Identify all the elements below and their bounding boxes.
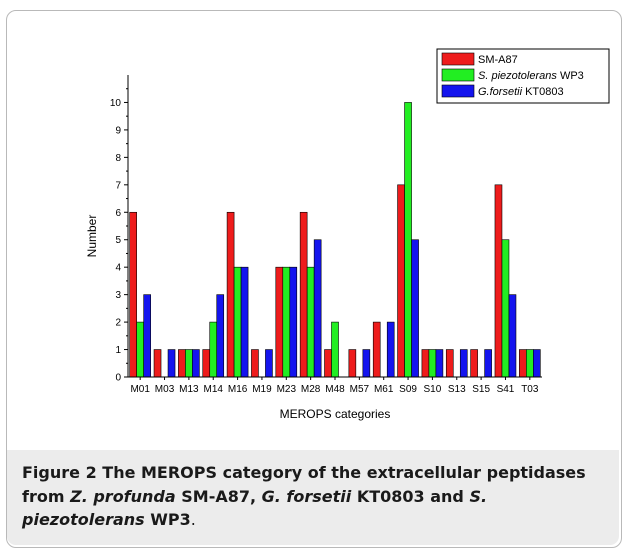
x-tick-label-M13: M13: [179, 384, 199, 395]
y-tick-label-4: 4: [115, 263, 121, 274]
caption-part-4: KT0803 and: [351, 486, 470, 506]
bar-S10-SM-A87: [421, 349, 430, 378]
bar-M01-SM-A87: [129, 211, 137, 378]
caption-title: The MEROPS category of the extracellular…: [22, 463, 586, 529]
bar-M03-SM-A87: [153, 349, 162, 378]
legend-label-2: G.forsetii KT0803: [478, 86, 564, 98]
bar-T03-S-piezotolerans-WP3: [526, 349, 534, 378]
bar-M16-SM-A87: [226, 211, 235, 378]
caption-panel: [7, 450, 619, 545]
bar-S13-G-forsetii-KT0803: [459, 349, 468, 378]
y-tick-label-8: 8: [115, 153, 121, 164]
bar-chart: 0 1 2 3 4 5 6 7 8 9 10 M01 M03 M13 M14 M16 M19 M23 M28 M48 M…: [85, 48, 610, 421]
bar-S41-S-piezotolerans-WP3: [501, 239, 510, 378]
bar-S13-SM-A87: [445, 349, 454, 378]
figure-caption: Figure 2 The MEROPS category of the extr…: [22, 461, 607, 532]
caption-part-0: The MEROPS category of the extracellular…: [22, 463, 586, 506]
bar-S10-G-forsetii-KT0803: [435, 349, 444, 378]
bar-M01-G-forsetii-KT0803: [143, 294, 151, 378]
x-tick-label-T03: T03: [521, 384, 539, 395]
x-tick-label-S41: S41: [497, 384, 515, 395]
x-tick-label-M16: M16: [228, 384, 248, 395]
bar-M48-SM-A87: [324, 349, 332, 378]
x-tick-label-M57: M57: [350, 384, 370, 395]
bar-M01-S-piezotolerans-WP3: [136, 321, 144, 378]
y-tick-label-6: 6: [115, 208, 121, 219]
y-tick-label-0: 0: [115, 373, 121, 384]
x-tick-label-M28: M28: [301, 384, 321, 395]
bar-T03-SM-A87: [519, 349, 527, 378]
bar-M14-S-piezotolerans-WP3: [209, 321, 218, 378]
caption-part-5: S. piezotolerans: [22, 486, 488, 530]
y-tick-label-5: 5: [115, 235, 121, 246]
bar-S10-S-piezotolerans-WP3: [428, 349, 437, 378]
bar-M48-S-piezotolerans-WP3: [331, 321, 339, 378]
bar-M13-SM-A87: [178, 349, 186, 378]
x-tick-label-S15: S15: [472, 384, 490, 395]
bar-M03-G-forsetii-KT0803: [167, 349, 176, 378]
bar-M28-SM-A87: [299, 211, 308, 378]
x-tick-label-S13: S13: [448, 384, 466, 395]
bar-M14-SM-A87: [202, 349, 211, 378]
y-tick-label-10: 10: [110, 98, 122, 109]
y-tick-label-7: 7: [115, 180, 121, 191]
bar-M28-S-piezotolerans-WP3: [306, 266, 315, 378]
legend-label-0: SM-A87: [478, 54, 518, 66]
bar-M16-G-forsetii-KT0803: [240, 266, 249, 378]
bar-M16-S-piezotolerans-WP3: [233, 266, 242, 378]
bar-M13-G-forsetii-KT0803: [192, 349, 200, 378]
legend-label-1: S. piezotolerans WP3: [478, 70, 584, 82]
bar-M61-G-forsetii-KT0803: [386, 321, 395, 378]
x-tick-label-M48: M48: [325, 384, 345, 395]
bar-M28-G-forsetii-KT0803: [313, 239, 322, 378]
caption-label: Figure 2: [22, 463, 97, 482]
y-tick-label-3: 3: [115, 290, 121, 301]
caption-end-punct: .: [190, 510, 196, 529]
bar-M57-G-forsetii-KT0803: [362, 349, 371, 378]
bar-M14-G-forsetii-KT0803: [216, 294, 225, 378]
caption-part-1: Z. profunda: [70, 486, 176, 506]
bar-M13-S-piezotolerans-WP3: [185, 349, 193, 378]
x-tick-label-M19: M19: [252, 384, 272, 395]
y-tick-label-9: 9: [115, 125, 121, 136]
x-tick-label-S10: S10: [424, 384, 442, 395]
caption-part-2: SM-A87,: [175, 486, 262, 506]
bar-M23-SM-A87: [275, 266, 284, 378]
bar-M57-SM-A87: [348, 349, 357, 378]
x-tick-label-M01: M01: [130, 384, 150, 395]
x-axis-title: MEROPS categories: [280, 407, 391, 421]
bar-S09-S-piezotolerans-WP3: [404, 102, 412, 378]
caption-part-6: WP3: [144, 510, 191, 529]
legend-swatch-0: [441, 52, 475, 66]
bar-S09-G-forsetii-KT0803: [411, 239, 419, 378]
bar-M23-S-piezotolerans-WP3: [282, 266, 291, 378]
bar-S15-SM-A87: [470, 349, 478, 378]
bar-T03-G-forsetii-KT0803: [533, 349, 541, 378]
y-tick-label-2: 2: [115, 318, 121, 329]
bar-S09-SM-A87: [397, 184, 405, 378]
bar-M19-G-forsetii-KT0803: [265, 349, 273, 378]
x-tick-label-S09: S09: [399, 384, 417, 395]
caption-part-3: G. forsetii: [261, 486, 352, 506]
bar-M19-SM-A87: [251, 349, 259, 378]
bar-S41-SM-A87: [494, 184, 503, 378]
legend-swatch-1: [441, 68, 475, 82]
bar-S15-G-forsetii-KT0803: [484, 349, 492, 378]
y-tick-label-1: 1: [115, 345, 121, 356]
x-tick-label-M61: M61: [374, 384, 394, 395]
x-tick-label-M14: M14: [204, 384, 224, 395]
x-tick-label-M03: M03: [155, 384, 175, 395]
y-axis-title: Number: [85, 215, 99, 258]
x-tick-label-M23: M23: [277, 384, 297, 395]
legend-swatch-2: [441, 84, 475, 98]
bar-S41-G-forsetii-KT0803: [508, 294, 517, 378]
bar-M61-SM-A87: [372, 321, 381, 378]
bar-M23-G-forsetii-KT0803: [289, 266, 298, 378]
